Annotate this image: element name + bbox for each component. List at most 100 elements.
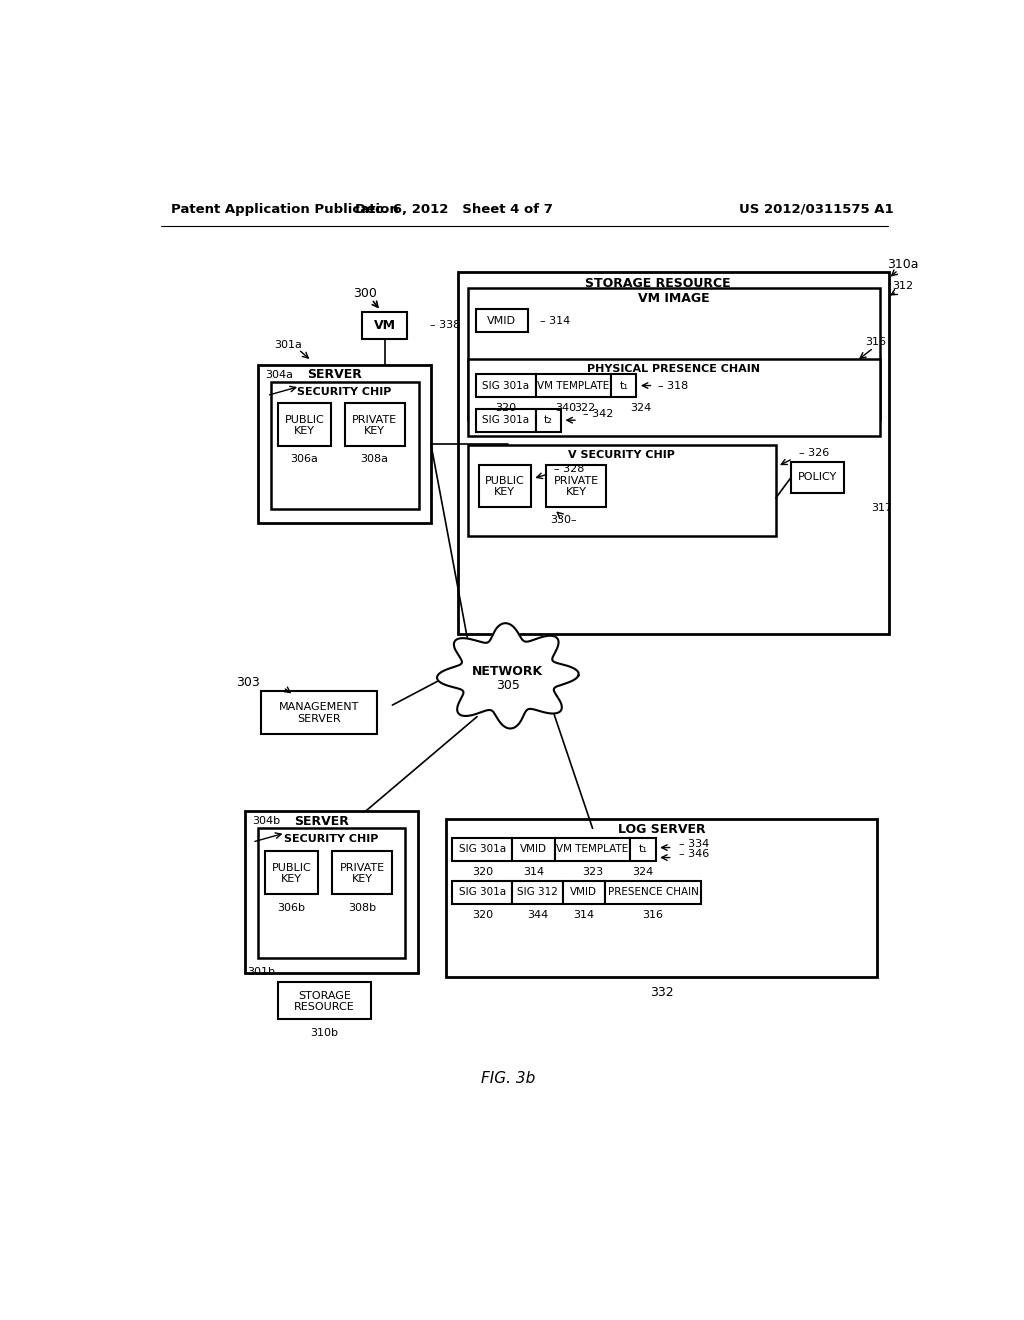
Text: 344: 344 <box>527 911 548 920</box>
Text: – 326: – 326 <box>799 447 829 458</box>
Text: – 334: – 334 <box>679 838 709 849</box>
Text: KEY: KEY <box>294 425 315 436</box>
Text: t₁: t₁ <box>620 380 628 391</box>
Text: NETWORK: NETWORK <box>472 665 544 678</box>
Text: 323: 323 <box>582 867 603 878</box>
Bar <box>555 838 631 861</box>
Text: 332: 332 <box>650 986 674 999</box>
Bar <box>512 838 555 861</box>
Text: STORAGE RESOURCE: STORAGE RESOURCE <box>585 277 731 289</box>
Text: – 328: – 328 <box>554 463 585 474</box>
Text: t₁: t₁ <box>639 843 647 854</box>
Text: 301b: 301b <box>248 968 275 977</box>
Text: 316: 316 <box>865 337 887 347</box>
Text: V SECURITY CHIP: V SECURITY CHIP <box>568 450 675 459</box>
Text: VMID: VMID <box>487 315 516 326</box>
Text: 340: 340 <box>555 403 577 413</box>
Text: 306b: 306b <box>278 903 305 912</box>
Text: SERVER: SERVER <box>294 814 349 828</box>
Text: PRESENCE CHAIN: PRESENCE CHAIN <box>607 887 698 898</box>
Text: 317: 317 <box>870 503 892 513</box>
Bar <box>512 880 562 904</box>
Text: LOG SERVER: LOG SERVER <box>618 824 706 837</box>
Bar <box>279 982 371 1019</box>
Text: 314: 314 <box>523 867 544 878</box>
Text: SIG 312: SIG 312 <box>517 887 558 898</box>
Text: VM TEMPLATE: VM TEMPLATE <box>556 843 629 854</box>
Bar <box>265 851 317 894</box>
Text: t₂: t₂ <box>544 416 553 425</box>
Bar <box>362 313 407 339</box>
Bar <box>245 812 418 973</box>
Text: 322: 322 <box>574 403 596 413</box>
Text: 320: 320 <box>495 403 516 413</box>
Text: – 346: – 346 <box>679 850 709 859</box>
Bar <box>562 880 605 904</box>
Text: POLICY: POLICY <box>798 473 837 482</box>
Text: RESOURCE: RESOURCE <box>294 1002 355 1012</box>
Text: 316: 316 <box>642 911 664 920</box>
Text: 320: 320 <box>472 867 493 878</box>
Text: VMID: VMID <box>570 887 597 898</box>
Text: 310b: 310b <box>310 1028 339 1038</box>
Text: – 338: – 338 <box>430 321 461 330</box>
Text: 301a: 301a <box>274 339 302 350</box>
Text: 300: 300 <box>353 286 378 300</box>
Bar <box>345 404 404 446</box>
Bar <box>270 381 419 508</box>
Polygon shape <box>437 623 579 729</box>
Text: KEY: KEY <box>495 487 515 498</box>
Text: – 314: – 314 <box>540 315 570 326</box>
Text: Dec. 6, 2012   Sheet 4 of 7: Dec. 6, 2012 Sheet 4 of 7 <box>355 203 553 215</box>
Bar <box>453 880 512 904</box>
Text: SIG 301a: SIG 301a <box>459 843 506 854</box>
Text: KEY: KEY <box>566 487 587 498</box>
Bar <box>468 359 880 436</box>
Bar <box>446 818 878 977</box>
Text: 312: 312 <box>892 281 913 292</box>
Text: 308a: 308a <box>360 454 389 465</box>
Bar <box>468 288 880 420</box>
Bar <box>279 404 331 446</box>
Text: 320: 320 <box>472 911 493 920</box>
Text: 330–: 330– <box>550 515 577 524</box>
Bar <box>468 445 776 536</box>
Text: PHYSICAL PRESENCE CHAIN: PHYSICAL PRESENCE CHAIN <box>588 363 760 374</box>
Text: PUBLIC: PUBLIC <box>271 863 311 873</box>
Text: SERVER: SERVER <box>307 368 362 381</box>
Text: VM TEMPLATE: VM TEMPLATE <box>538 380 609 391</box>
Text: SIG 301a: SIG 301a <box>482 380 529 391</box>
Text: SIG 301a: SIG 301a <box>459 887 506 898</box>
Text: 324: 324 <box>630 403 651 413</box>
Text: – 318: – 318 <box>658 380 688 391</box>
Bar <box>475 309 528 333</box>
Bar <box>453 838 512 861</box>
Bar <box>536 374 611 397</box>
Bar <box>536 409 561 432</box>
Bar <box>261 692 377 734</box>
Text: FIG. 3b: FIG. 3b <box>480 1071 535 1086</box>
Text: SECURITY CHIP: SECURITY CHIP <box>285 834 379 843</box>
Text: SERVER: SERVER <box>297 714 341 723</box>
Text: KEY: KEY <box>352 874 373 883</box>
Text: 324: 324 <box>633 867 653 878</box>
Text: PUBLIC: PUBLIC <box>485 477 524 486</box>
Text: SIG 301a: SIG 301a <box>482 416 529 425</box>
Bar <box>458 272 889 635</box>
Bar <box>547 465 606 507</box>
Text: 303: 303 <box>236 676 259 689</box>
Text: 304a: 304a <box>265 370 293 380</box>
Text: PRIVATE: PRIVATE <box>352 414 397 425</box>
Text: 304b: 304b <box>252 816 281 826</box>
Text: STORAGE: STORAGE <box>298 991 351 1001</box>
Bar <box>631 838 655 861</box>
Text: PRIVATE: PRIVATE <box>340 863 385 873</box>
Bar <box>611 374 637 397</box>
Text: SECURITY CHIP: SECURITY CHIP <box>297 388 392 397</box>
Text: PUBLIC: PUBLIC <box>285 414 325 425</box>
Text: VM: VM <box>374 319 395 333</box>
Text: MANAGEMENT: MANAGEMENT <box>279 702 359 711</box>
Bar <box>258 364 431 523</box>
Bar <box>478 465 531 507</box>
Bar <box>605 880 701 904</box>
